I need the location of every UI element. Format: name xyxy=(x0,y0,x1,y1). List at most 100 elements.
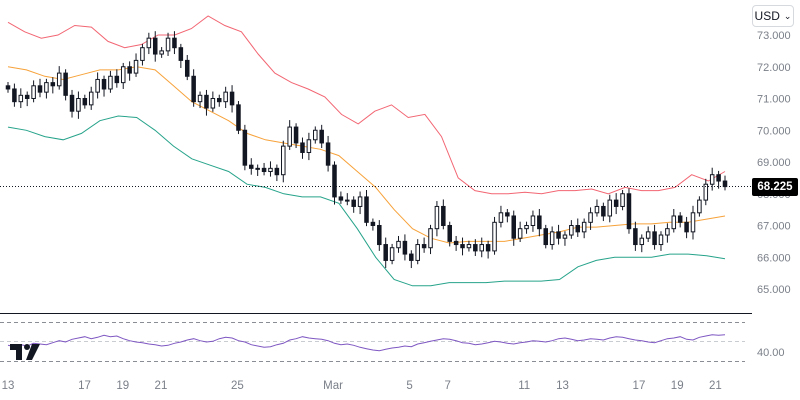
candle xyxy=(351,196,356,213)
candle xyxy=(441,199,446,230)
candle xyxy=(626,188,632,234)
candle xyxy=(357,191,363,215)
candle xyxy=(639,234,645,253)
y-tick-label: 70.000 xyxy=(757,125,791,137)
candle xyxy=(133,53,139,77)
candle xyxy=(543,224,549,249)
y-tick-label: 66.000 xyxy=(757,252,791,264)
current-price-badge: 68.225 xyxy=(752,178,798,196)
candle xyxy=(255,164,260,176)
candle xyxy=(229,85,235,113)
candle xyxy=(473,239,478,256)
candle xyxy=(415,239,420,265)
candle xyxy=(345,193,350,206)
candle xyxy=(453,235,459,251)
x-tick-label: 13 xyxy=(556,380,569,392)
candle xyxy=(402,234,408,261)
candle xyxy=(5,81,11,93)
candle xyxy=(184,55,190,81)
candle xyxy=(313,126,318,144)
x-tick-label: 13 xyxy=(2,380,15,392)
candle xyxy=(63,69,68,101)
candle xyxy=(12,83,17,107)
candle xyxy=(197,91,203,109)
candle xyxy=(645,226,651,243)
candle xyxy=(223,86,228,109)
candle xyxy=(152,31,158,62)
candle xyxy=(421,237,427,253)
candle xyxy=(722,175,728,191)
candle xyxy=(434,201,440,237)
currency-select[interactable]: USD ⌄ xyxy=(752,5,794,27)
x-tick-label: 17 xyxy=(633,380,646,392)
candle xyxy=(607,194,613,223)
candle xyxy=(652,224,657,250)
candle xyxy=(466,240,472,252)
y-tick-label: 73.000 xyxy=(757,30,791,42)
candle xyxy=(249,158,254,175)
x-tick-label: 5 xyxy=(406,380,412,392)
candle xyxy=(601,202,606,222)
candle xyxy=(172,31,177,55)
candle xyxy=(665,223,670,243)
upper-band-line xyxy=(7,15,726,195)
rsi-pane: 40.00 xyxy=(0,322,785,362)
candle xyxy=(537,208,542,237)
candle xyxy=(709,167,715,191)
candle xyxy=(159,47,164,58)
candle xyxy=(338,191,344,204)
candle xyxy=(268,161,273,177)
bollinger-bands xyxy=(7,15,726,287)
candle xyxy=(82,94,88,109)
candle xyxy=(236,101,241,135)
candle xyxy=(409,250,414,269)
candle xyxy=(633,221,638,251)
candle xyxy=(671,208,677,233)
candle xyxy=(210,91,216,112)
x-tick-label: 25 xyxy=(231,380,244,392)
candle xyxy=(447,221,452,247)
candle xyxy=(460,237,465,256)
candle xyxy=(76,91,81,119)
candle xyxy=(146,32,152,55)
candle xyxy=(127,61,132,81)
candle xyxy=(18,88,24,109)
candle xyxy=(101,75,107,97)
y-tick-label: 72.000 xyxy=(757,62,791,74)
candle xyxy=(485,240,491,259)
y-tick-label: 65.000 xyxy=(757,284,791,296)
candle xyxy=(524,221,529,234)
candle xyxy=(479,237,484,258)
candle xyxy=(383,237,388,269)
candle xyxy=(165,32,171,56)
candle xyxy=(684,216,689,239)
y-tick-label: 69.000 xyxy=(757,157,791,169)
candle xyxy=(140,43,145,66)
candle xyxy=(281,140,286,183)
tradingview-logo xyxy=(10,342,44,367)
candle xyxy=(677,212,683,228)
candle xyxy=(69,89,75,118)
candle xyxy=(562,231,568,246)
candle xyxy=(364,189,369,227)
candle xyxy=(88,86,94,110)
candle xyxy=(556,224,561,245)
currency-label: USD xyxy=(754,9,780,23)
candle xyxy=(325,135,331,172)
candle xyxy=(50,77,56,94)
candle xyxy=(293,123,299,149)
candle xyxy=(120,62,126,89)
candle xyxy=(274,164,280,182)
candle xyxy=(300,137,305,159)
candle xyxy=(31,80,36,103)
candle xyxy=(511,210,517,246)
candle xyxy=(95,72,100,99)
candle xyxy=(492,216,497,255)
candle xyxy=(44,78,49,99)
candle xyxy=(428,224,433,255)
candle xyxy=(588,207,593,230)
x-tick-label: 19 xyxy=(116,380,129,392)
x-tick-label: 11 xyxy=(518,380,530,392)
candle xyxy=(716,170,721,189)
